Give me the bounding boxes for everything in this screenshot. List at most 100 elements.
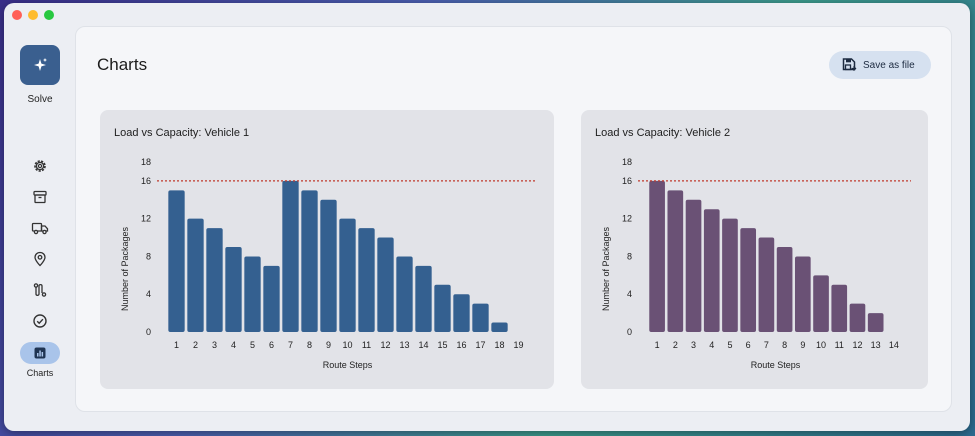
route-icon [33, 283, 47, 297]
bar [794, 256, 811, 332]
save-as-file-button[interactable]: Save as file [829, 51, 931, 79]
chart-card-vehicle-2: Load vs Capacity: Vehicle 2 0 4 8 12 16 18 1 2 3… [581, 110, 928, 389]
bar [722, 218, 738, 332]
bar [282, 180, 299, 332]
y-tick-label: 18 [141, 157, 151, 167]
x-tick-label: 13 [399, 340, 409, 350]
sidebar: Solve [4, 3, 76, 431]
bar [491, 322, 508, 332]
bar [206, 228, 223, 332]
solve-label: Solve [27, 94, 53, 105]
x-tick-label: 12 [852, 340, 862, 350]
x-tick-label: 17 [475, 340, 485, 350]
check-circle-icon [33, 314, 47, 328]
archive-icon [33, 190, 47, 204]
bar [849, 303, 866, 332]
x-axis-label: Route Steps [751, 360, 801, 370]
x-tick-label: 14 [418, 340, 428, 350]
bar [301, 190, 318, 332]
x-tick-label: 9 [800, 340, 805, 350]
bar [685, 199, 702, 332]
x-tick-label: 8 [782, 340, 787, 350]
x-tick-label: 3 [691, 340, 696, 350]
bar [472, 303, 489, 332]
close-window-button[interactable] [12, 10, 22, 20]
x-tick-label: 1 [655, 340, 660, 350]
y-axis-label: Number of Packages [601, 226, 611, 311]
window-controls [12, 10, 54, 20]
y-tick-label: 4 [146, 289, 151, 299]
chart-title: Load vs Capacity: Vehicle 2 [595, 127, 731, 139]
x-tick-label: 6 [746, 340, 751, 350]
y-axis-label: Number of Packages [120, 226, 130, 311]
truck-icon [31, 222, 49, 235]
x-tick-label: 1 [174, 340, 179, 350]
bar [415, 265, 432, 332]
sidebar-item-validate[interactable] [28, 311, 52, 331]
map-pin-icon [34, 251, 46, 267]
sidebar-item-vehicles[interactable] [28, 218, 52, 238]
x-tick-label: 13 [871, 340, 881, 350]
x-tick-label: 5 [727, 340, 732, 350]
x-tick-label: 9 [326, 340, 331, 350]
x-tick-label: 7 [764, 340, 769, 350]
bar [813, 275, 829, 332]
gear-icon [34, 160, 46, 172]
x-tick-label: 7 [288, 340, 293, 350]
app-window: Solve [4, 3, 970, 431]
x-tick-label: 6 [269, 340, 274, 350]
bar [831, 284, 848, 332]
sparkles-icon [34, 58, 47, 71]
y-tick-label: 0 [146, 327, 151, 337]
bar [187, 218, 204, 332]
x-tick-label: 5 [250, 340, 255, 350]
bar [377, 237, 394, 332]
solve-button[interactable] [20, 45, 60, 85]
chart-card-vehicle-1: Load vs Capacity: Vehicle 1 0 4 8 12 16 18 1 2 3… [100, 110, 554, 389]
y-tick-label: 8 [627, 251, 632, 261]
page-title: Charts [97, 55, 148, 74]
sidebar-item-charts[interactable] [20, 342, 60, 364]
bar [263, 265, 280, 332]
maximize-window-button[interactable] [44, 10, 54, 20]
x-tick-label: 19 [513, 340, 523, 350]
bar [320, 199, 337, 332]
y-tick-label: 16 [622, 176, 632, 186]
bar [649, 180, 665, 332]
minimize-window-button[interactable] [28, 10, 38, 20]
chart-title: Load vs Capacity: Vehicle 1 [114, 127, 250, 139]
sidebar-item-locations[interactable] [28, 249, 52, 269]
y-tick-label: 12 [622, 214, 632, 224]
bar-chart-icon [34, 347, 46, 359]
x-tick-label: 2 [193, 340, 198, 350]
y-tick-label: 8 [146, 251, 151, 261]
x-tick-label: 18 [494, 340, 504, 350]
bar [667, 190, 684, 332]
bar [225, 247, 242, 332]
y-tick-label: 18 [622, 157, 632, 167]
x-tick-label: 8 [307, 340, 312, 350]
sidebar-item-packages[interactable] [28, 187, 52, 207]
x-axis-label: Route Steps [323, 360, 373, 370]
charts-panel: Charts Save as file Load vs Capacity: Ve… [75, 26, 952, 412]
x-tick-label: 14 [889, 340, 899, 350]
x-tick-label: 10 [816, 340, 826, 350]
y-tick-label: 4 [627, 289, 632, 299]
y-tick-label: 0 [627, 327, 632, 337]
x-tick-label: 11 [835, 340, 844, 350]
y-tick-label: 12 [141, 214, 151, 224]
x-tick-label: 3 [212, 340, 217, 350]
bar [758, 237, 775, 332]
sidebar-item-settings[interactable] [28, 156, 52, 176]
bar [396, 256, 413, 332]
charts-label: Charts [26, 368, 54, 378]
y-tick-label: 16 [141, 176, 151, 186]
bar [434, 284, 451, 332]
bar [703, 209, 720, 332]
sidebar-item-routes[interactable] [28, 280, 52, 300]
x-tick-label: 16 [456, 340, 466, 350]
x-tick-label: 11 [362, 340, 371, 350]
x-tick-label: 4 [231, 340, 236, 350]
x-tick-label: 15 [437, 340, 447, 350]
